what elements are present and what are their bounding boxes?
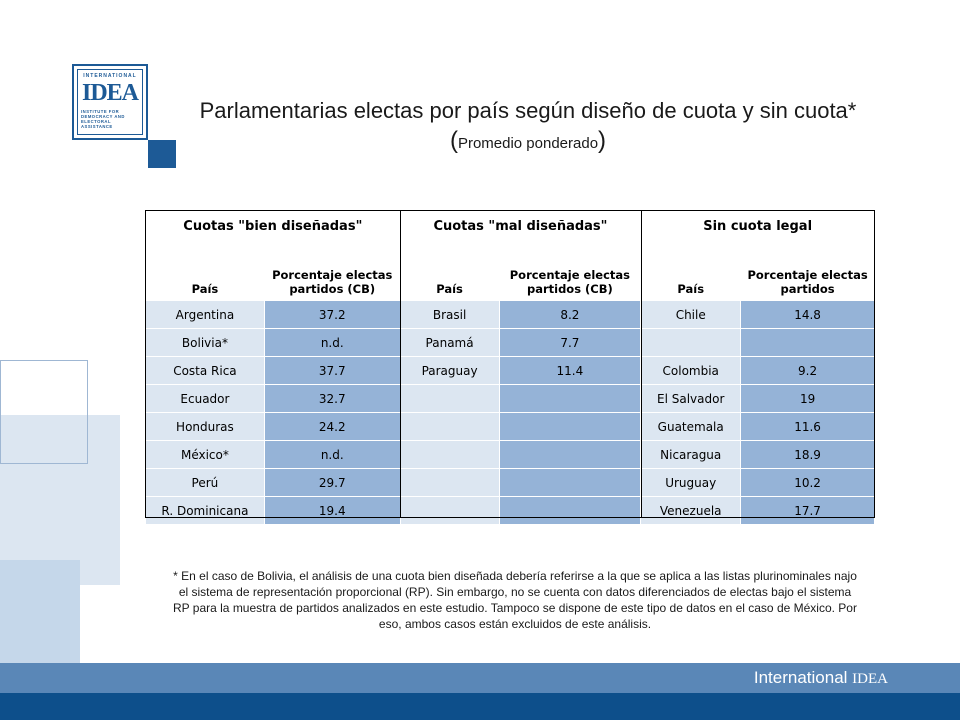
column-header: País <box>640 241 742 301</box>
percentage-cell: 9.2 <box>740 356 875 385</box>
percentage-cell: 19 <box>740 384 875 413</box>
percentage-cell: 17.7 <box>740 496 875 525</box>
percentage-cell: 19.4 <box>263 496 401 525</box>
table-row: Costa Rica 37.7 Paraguay 11.4 Colombia 9.2 <box>145 356 875 385</box>
table-row: México* n.d. Nicaragua 18.9 <box>145 440 875 469</box>
country-cell: Brasil <box>399 300 500 329</box>
column-header: Porcentaje electas partidos (CB) <box>498 241 642 301</box>
country-cell: Bolivia* <box>145 328 265 357</box>
decorative-outline-square <box>0 360 88 464</box>
country-cell <box>399 440 500 469</box>
column-header: Porcentaje electas partidos (CB) <box>263 241 401 301</box>
country-cell: Nicaragua <box>640 440 742 469</box>
percentage-cell <box>740 328 875 357</box>
country-cell <box>640 328 742 357</box>
country-cell: Perú <box>145 468 265 497</box>
slide-title: Parlamentarias electas por país según di… <box>199 98 857 123</box>
percentage-cell <box>498 468 642 497</box>
percentage-cell: 10.2 <box>740 468 875 497</box>
percentage-cell: 37.7 <box>263 356 401 385</box>
brand-small: IDEA <box>852 671 888 687</box>
country-cell <box>399 496 500 525</box>
percentage-cell: 18.9 <box>740 440 875 469</box>
table-row: R. Dominicana 19.4 Venezuela 17.7 <box>145 496 875 525</box>
footnote: * En el caso de Bolivia, el análisis de … <box>173 569 857 631</box>
group-header: Sin cuota legal <box>640 210 875 242</box>
percentage-cell: 37.2 <box>263 300 401 329</box>
country-cell: Costa Rica <box>145 356 265 385</box>
percentage-cell <box>498 384 642 413</box>
group-header: Cuotas "mal diseñadas" <box>399 210 642 242</box>
logo-line: INSTITUTE FOR <box>81 109 120 114</box>
country-cell: R. Dominicana <box>145 496 265 525</box>
group-header: Cuotas "bien diseñadas" <box>145 210 401 242</box>
logo-line: ELECTORAL <box>81 119 112 124</box>
slide-title-block: Parlamentarias electas por país según di… <box>168 96 888 159</box>
logo-top-text: INTERNATIONAL <box>83 73 137 79</box>
footer-bar <box>0 693 960 720</box>
percentage-cell: 32.7 <box>263 384 401 413</box>
percentage-cell <box>498 440 642 469</box>
country-cell: Colombia <box>640 356 742 385</box>
country-cell: Ecuador <box>145 384 265 413</box>
percentage-cell: n.d. <box>263 328 401 357</box>
idea-logo: INTERNATIONAL IDEA INSTITUTE FOR DEMOCRA… <box>72 64 148 140</box>
quota-table: Cuotas "bien diseñadas" Cuotas "mal dise… <box>145 210 875 525</box>
logo-line: ASSISTANCE <box>81 124 113 129</box>
column-header: País <box>145 241 265 301</box>
table-row: Honduras 24.2 Guatemala 11.6 <box>145 412 875 441</box>
brand-main: International <box>753 668 848 687</box>
footer-band <box>0 663 960 693</box>
table-row: Bolivia* n.d. Panamá 7.7 <box>145 328 875 357</box>
decorative-accent-square <box>148 140 176 168</box>
table-row: Argentina 37.2 Brasil 8.2 Chile 14.8 <box>145 300 875 329</box>
logo-line: DEMOCRACY AND <box>81 114 125 119</box>
decorative-block-medium <box>0 560 80 670</box>
slide-subtitle-line: (Promedio ponderado) <box>449 127 607 154</box>
slide-subtitle: Promedio ponderado <box>457 135 599 152</box>
table-row: Ecuador 32.7 El Salvador 19 <box>145 384 875 413</box>
column-header-row: País Porcentaje electas partidos (CB) Pa… <box>145 241 875 301</box>
country-cell: Argentina <box>145 300 265 329</box>
country-cell: Panamá <box>399 328 500 357</box>
percentage-cell <box>498 496 642 525</box>
percentage-cell: n.d. <box>263 440 401 469</box>
country-cell: Uruguay <box>640 468 742 497</box>
percentage-cell: 8.2 <box>498 300 642 329</box>
group-divider <box>641 210 642 518</box>
decorative-block-light <box>0 415 120 585</box>
table-body: Argentina 37.2 Brasil 8.2 Chile 14.8 Bolivia* n… <box>145 300 875 525</box>
country-cell: México* <box>145 440 265 469</box>
column-header: Porcentaje electas partidos <box>740 241 875 301</box>
country-cell: Venezuela <box>640 496 742 525</box>
group-divider <box>400 210 401 518</box>
logo-word: IDEA <box>82 80 139 106</box>
footer-brand: International IDEA <box>754 668 888 688</box>
logo-lines: INSTITUTE FOR DEMOCRACY AND ELECTORAL AS… <box>81 109 139 129</box>
country-cell: Honduras <box>145 412 265 441</box>
percentage-cell: 7.7 <box>498 328 642 357</box>
country-cell: Chile <box>640 300 742 329</box>
country-cell: El Salvador <box>640 384 742 413</box>
table-row: Perú 29.7 Uruguay 10.2 <box>145 468 875 497</box>
group-header-row: Cuotas "bien diseñadas" Cuotas "mal dise… <box>145 210 875 242</box>
percentage-cell <box>498 412 642 441</box>
percentage-cell: 24.2 <box>263 412 401 441</box>
country-cell <box>399 412 500 441</box>
column-header: País <box>399 241 500 301</box>
country-cell <box>399 384 500 413</box>
country-cell: Guatemala <box>640 412 742 441</box>
percentage-cell: 29.7 <box>263 468 401 497</box>
percentage-cell: 11.6 <box>740 412 875 441</box>
country-cell <box>399 468 500 497</box>
country-cell: Paraguay <box>399 356 500 385</box>
percentage-cell: 11.4 <box>498 356 642 385</box>
percentage-cell: 14.8 <box>740 300 875 329</box>
